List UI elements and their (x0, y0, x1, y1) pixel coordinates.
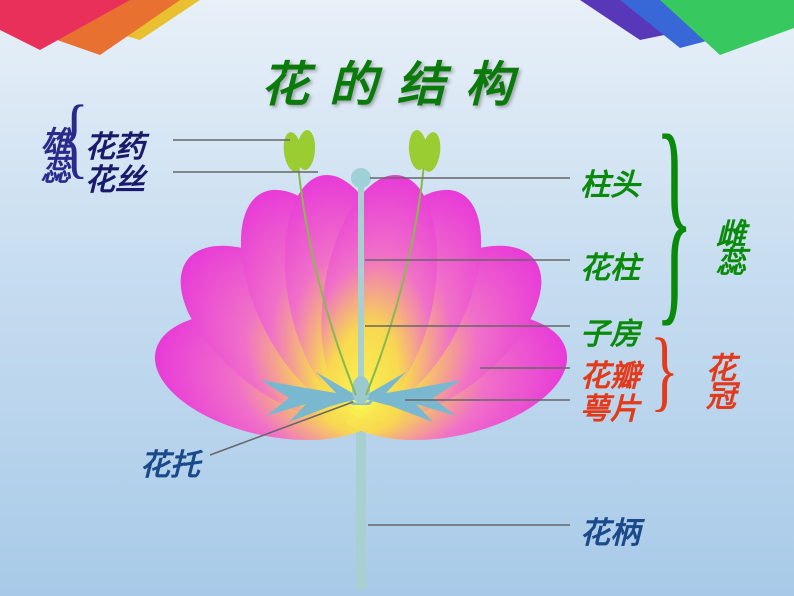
bracket-corolla: } (650, 319, 679, 423)
label-pistil-group: 雌蕊 (705, 218, 749, 274)
label-stigma: 柱头 (580, 160, 640, 204)
label-receptacle: 花托 (140, 440, 200, 484)
label-sepal: 萼片 (580, 384, 640, 428)
label-ovary: 子房 (580, 309, 640, 353)
label-corolla-group: 花冠 (695, 352, 739, 408)
bracket-pistil: } (655, 89, 693, 353)
label-pedicel: 花柄 (580, 508, 640, 552)
label-filament: 花丝 (85, 155, 145, 199)
label-style: 花柱 (580, 243, 640, 287)
